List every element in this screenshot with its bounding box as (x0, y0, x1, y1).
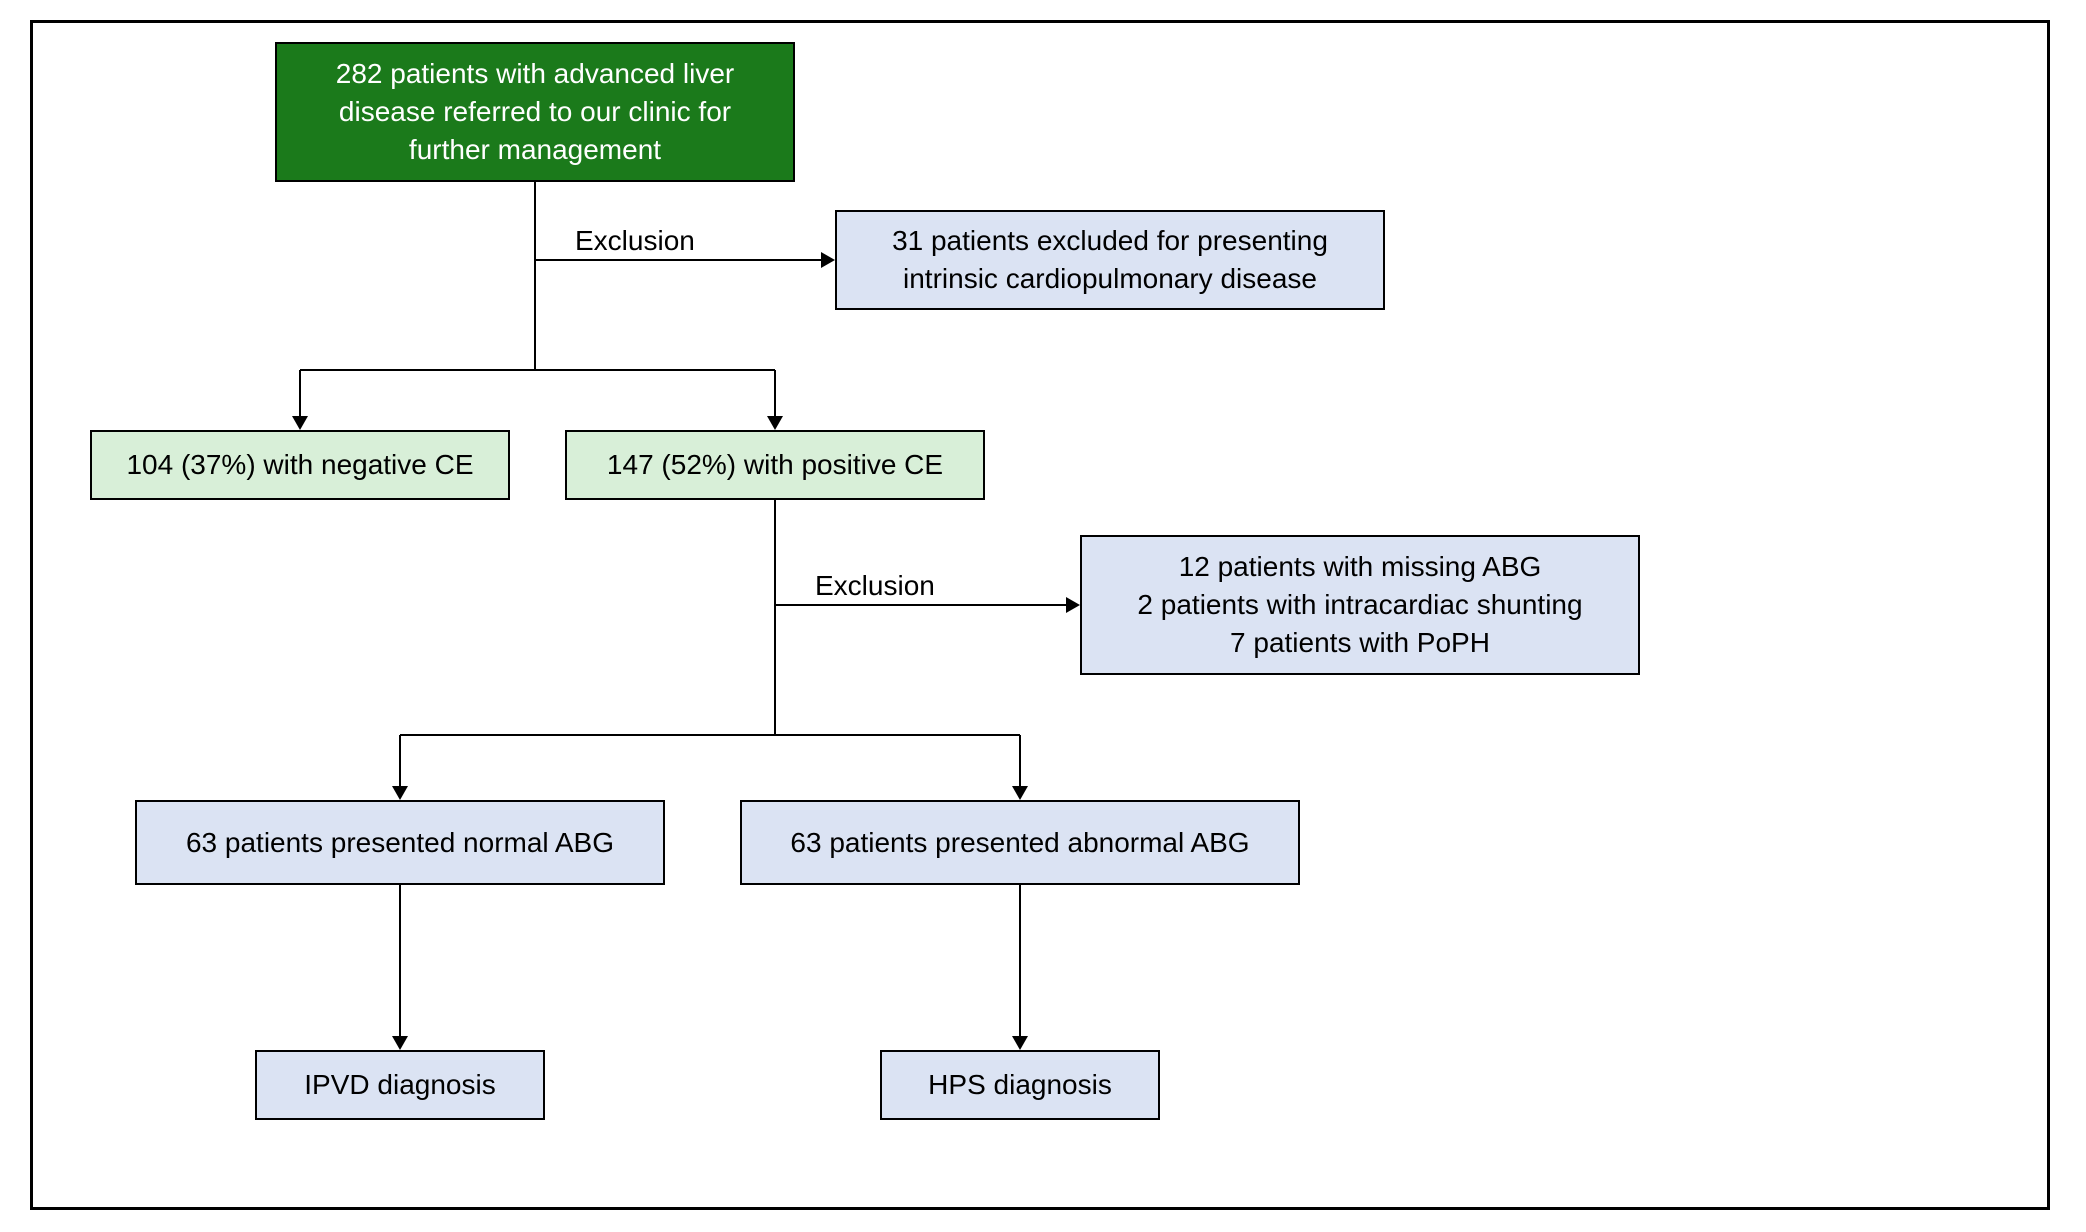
node-abnormal-abg-text: 63 patients presented abnormal ABG (790, 824, 1249, 862)
canvas: 282 patients with advanced liver disease… (0, 0, 2086, 1232)
node-exclusion-2-text: 12 patients with missing ABG2 patients w… (1137, 548, 1582, 661)
node-normal-abg: 63 patients presented normal ABG (135, 800, 665, 885)
node-negative-ce-text: 104 (37%) with negative CE (126, 446, 473, 484)
node-root-text: 282 patients with advanced liver disease… (297, 55, 773, 168)
node-hps-text: HPS diagnosis (928, 1066, 1112, 1104)
label-exclusion-1: Exclusion (575, 225, 695, 257)
node-normal-abg-text: 63 patients presented normal ABG (186, 824, 614, 862)
label-exclusion-2: Exclusion (815, 570, 935, 602)
node-abnormal-abg: 63 patients presented abnormal ABG (740, 800, 1300, 885)
node-ipvd: IPVD diagnosis (255, 1050, 545, 1120)
node-exclusion-1-text: 31 patients excluded for presenting intr… (857, 222, 1363, 298)
node-hps: HPS diagnosis (880, 1050, 1160, 1120)
node-positive-ce: 147 (52%) with positive CE (565, 430, 985, 500)
node-exclusion-2: 12 patients with missing ABG2 patients w… (1080, 535, 1640, 675)
node-negative-ce: 104 (37%) with negative CE (90, 430, 510, 500)
node-root: 282 patients with advanced liver disease… (275, 42, 795, 182)
diagram-frame (30, 20, 2050, 1210)
node-positive-ce-text: 147 (52%) with positive CE (607, 446, 943, 484)
node-ipvd-text: IPVD diagnosis (304, 1066, 495, 1104)
node-exclusion-1: 31 patients excluded for presenting intr… (835, 210, 1385, 310)
